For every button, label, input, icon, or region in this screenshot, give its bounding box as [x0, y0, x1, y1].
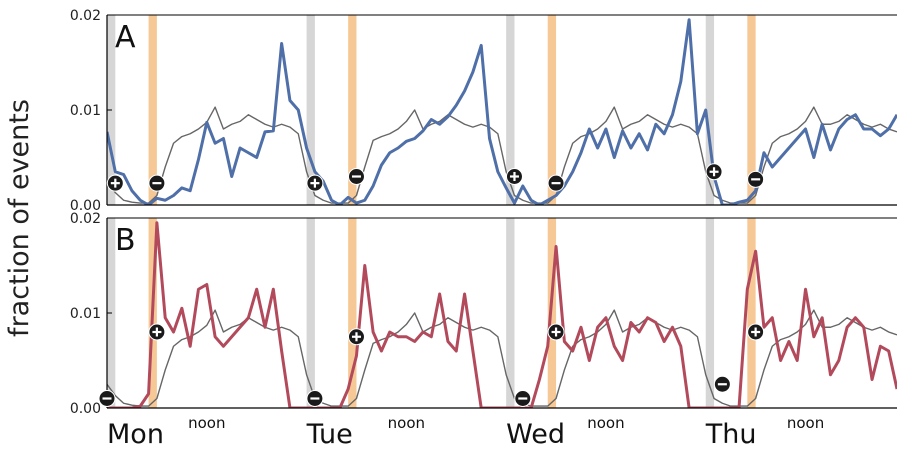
orange-band: [747, 218, 756, 408]
panel-label: B: [115, 223, 136, 258]
panel-b: 0.00 0.01 0.02 B: [70, 211, 897, 417]
plus-marker: [705, 163, 723, 181]
minus-marker: [713, 375, 731, 393]
grey-band: [306, 15, 315, 205]
plus-marker: [106, 174, 124, 192]
orange-band: [348, 218, 357, 408]
grey-band: [705, 218, 715, 408]
orange-band: [148, 15, 157, 205]
series-line: [107, 221, 897, 408]
minus-marker: [514, 390, 532, 407]
minus-marker: [98, 390, 116, 407]
minus-marker: [547, 174, 565, 192]
plus-marker: [347, 328, 365, 346]
minus-marker: [306, 390, 324, 407]
grey-band: [506, 15, 515, 205]
noon-label: noon: [188, 414, 225, 432]
reference-series-line: [107, 309, 897, 407]
y-tick-label: 0.00: [70, 401, 101, 417]
minus-marker: [347, 168, 365, 185]
plus-marker: [306, 174, 324, 192]
plus-marker: [747, 323, 765, 341]
series-line: [107, 18, 897, 205]
day-label: Mon: [107, 419, 164, 445]
grey-band: [506, 218, 515, 408]
y-tick-label: 0.02: [70, 8, 101, 24]
noon-label: noon: [388, 414, 425, 432]
orange-band: [747, 15, 756, 205]
minus-marker: [148, 174, 166, 192]
day-label: Tue: [306, 419, 353, 445]
noon-label: noon: [787, 414, 824, 432]
y-tick-label: 0.01: [70, 306, 101, 322]
orange-band: [547, 15, 557, 205]
noon-label: noon: [587, 414, 624, 432]
plus-marker: [547, 323, 565, 341]
plus-marker: [505, 168, 523, 185]
minus-marker: [747, 170, 765, 188]
plus-marker: [148, 323, 166, 341]
grey-band: [306, 218, 315, 408]
y-tick-label: 0.02: [70, 211, 101, 227]
panel-a: 0.00 0.01 0.02 A: [70, 8, 897, 214]
grey-band: [705, 15, 715, 205]
y-axis-label: fraction of events: [4, 99, 35, 337]
orange-band: [348, 15, 357, 205]
reference-series-line: [107, 106, 897, 204]
day-label: Thu: [705, 419, 757, 445]
y-tick-label: 0.00: [70, 198, 101, 214]
y-tick-label: 0.01: [70, 103, 101, 119]
panel-label: A: [115, 20, 136, 55]
day-label: Wed: [506, 419, 565, 445]
